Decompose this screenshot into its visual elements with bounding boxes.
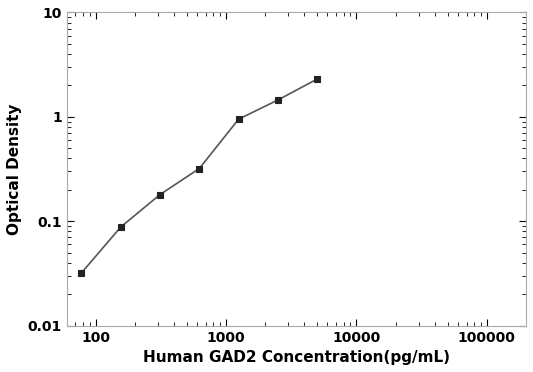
X-axis label: Human GAD2 Concentration(pg/mL): Human GAD2 Concentration(pg/mL) [143,350,450,365]
Y-axis label: Optical Density: Optical Density [7,103,22,235]
